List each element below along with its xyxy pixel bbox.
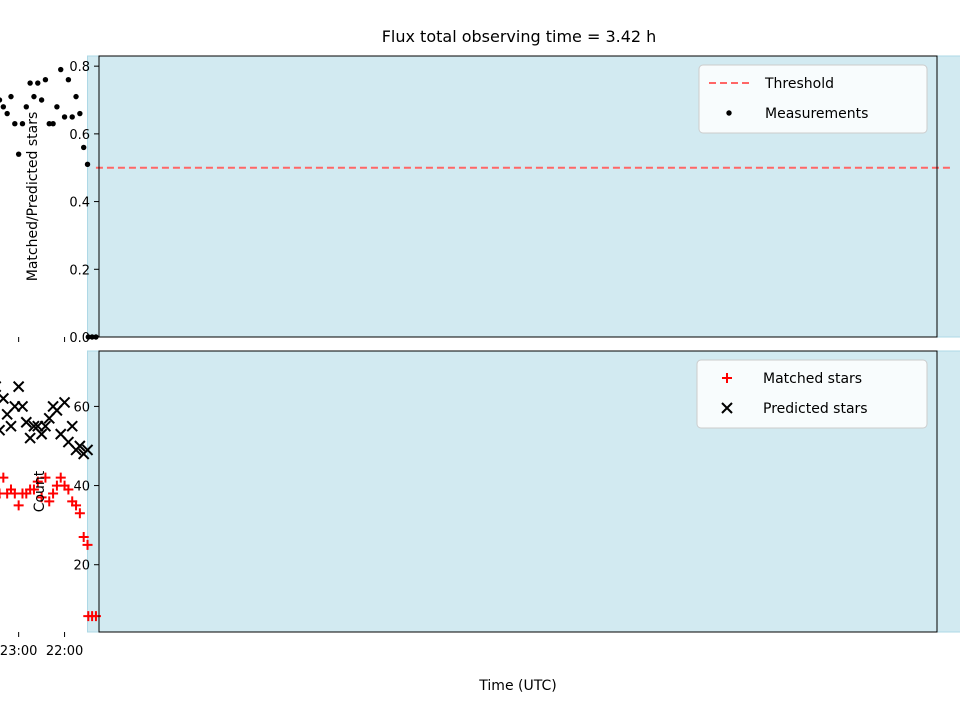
measurement-point (50, 121, 56, 127)
measurement-point (73, 93, 79, 100)
matched-stars-point (0, 488, 5, 499)
predicted-stars-point (47, 400, 59, 413)
legend-matched-swatch (722, 373, 732, 383)
matched-stars-point (40, 472, 51, 483)
predicted-stars-point (43, 412, 55, 424)
y-tick-label: 0.8 (69, 60, 90, 75)
predicted-stars-point (66, 420, 78, 432)
y-tick-label: 0.0 (69, 331, 90, 346)
measurement-point (38, 97, 45, 103)
measurement-point (69, 114, 75, 120)
measurement-point (4, 110, 10, 117)
measurement-point (54, 104, 60, 110)
y-tick-label: 0.4 (69, 196, 90, 211)
measurement-point (58, 66, 64, 73)
predicted-stars-point (0, 392, 10, 405)
series-predicted-stars (0, 380, 94, 460)
measurement-point (46, 121, 52, 127)
count-panel: 20406022:0023:0000:0001:0002:00CountMatc… (0, 350, 960, 659)
legend-box (696, 359, 928, 429)
x-tick-label: 23:00 (0, 644, 37, 659)
matched-stars-point (36, 492, 47, 503)
legend-label: Predicted stars (763, 401, 868, 417)
predicted-stars-point (32, 420, 44, 432)
legend-label: Threshold (764, 76, 834, 92)
y-axis-label: Matched/Predicted stars (25, 112, 41, 282)
ratio-panel: 0.0 0.2 0.4 0.6 0.8 Matched/Predicted stars Th… (0, 55, 960, 346)
measurement-point (12, 121, 18, 127)
y-tick-label: 0.6 (69, 128, 90, 143)
predicted-stars-point (1, 408, 13, 421)
matched-stars-point (32, 476, 43, 487)
predicted-stars-point (0, 380, 2, 393)
legend-predicted-swatch (721, 402, 733, 414)
measurement-point (42, 76, 49, 83)
chart-title: Flux total observing time = 3.42 h (382, 27, 657, 46)
predicted-stars-point (12, 380, 25, 393)
predicted-stars-point (24, 432, 36, 444)
x-tick-label: 22:00 (46, 644, 83, 659)
measurement-point (61, 114, 68, 120)
legend: Matched stars Predicted stars (696, 359, 928, 429)
axes-frame (98, 350, 938, 633)
legend: Threshold Measurements (698, 64, 928, 134)
measurement-point (80, 144, 87, 151)
y-tick-label: 0.2 (69, 263, 90, 278)
measurement-point (15, 151, 22, 157)
matched-stars-point (0, 472, 9, 483)
legend-label: Matched stars (763, 371, 862, 387)
axes-frame (98, 55, 938, 338)
legend-label: Measurements (765, 106, 868, 122)
predicted-stars-point (28, 420, 40, 432)
x-axis-label: Time (UTC) (478, 678, 556, 694)
measurement-point (84, 161, 91, 168)
measurement-point (85, 334, 91, 340)
predicted-stars-point (0, 424, 6, 436)
matched-stars-point (48, 488, 59, 499)
measurement-point (35, 80, 41, 86)
matched-stars-point (67, 496, 78, 507)
matched-stars-point (82, 539, 93, 550)
measurement-point (89, 334, 95, 340)
matched-stars-point (78, 532, 89, 543)
y-tick-label: 40 (73, 480, 90, 495)
legend-box (698, 64, 928, 134)
predicted-stars-point (77, 448, 90, 460)
predicted-stars-point (5, 420, 17, 432)
y-tick-label: 60 (73, 400, 90, 415)
matched-stars-point (83, 611, 94, 622)
measurement-point (77, 110, 83, 117)
series-matched-stars (0, 472, 101, 622)
predicted-stars-point (20, 416, 33, 428)
matched-stars-point (51, 480, 62, 491)
legend-measurements-swatch (726, 110, 732, 116)
y-axis-label: Count (32, 470, 48, 512)
measurement-point (0, 104, 7, 110)
measurement-point (8, 93, 14, 100)
matched-stars-point (13, 500, 24, 511)
predicted-stars-point (55, 428, 67, 440)
series-measurements (0, 66, 99, 340)
matched-stars-point (44, 496, 55, 507)
y-tick-label: 20 (73, 559, 90, 574)
measurement-point (0, 97, 3, 103)
matched-stars-point (55, 472, 66, 483)
matched-stars-point (74, 508, 85, 519)
measurement-point (31, 93, 37, 100)
measurement-point (27, 80, 33, 86)
measurement-point (23, 104, 29, 110)
measurement-point (65, 76, 72, 83)
measurement-point (19, 121, 26, 127)
